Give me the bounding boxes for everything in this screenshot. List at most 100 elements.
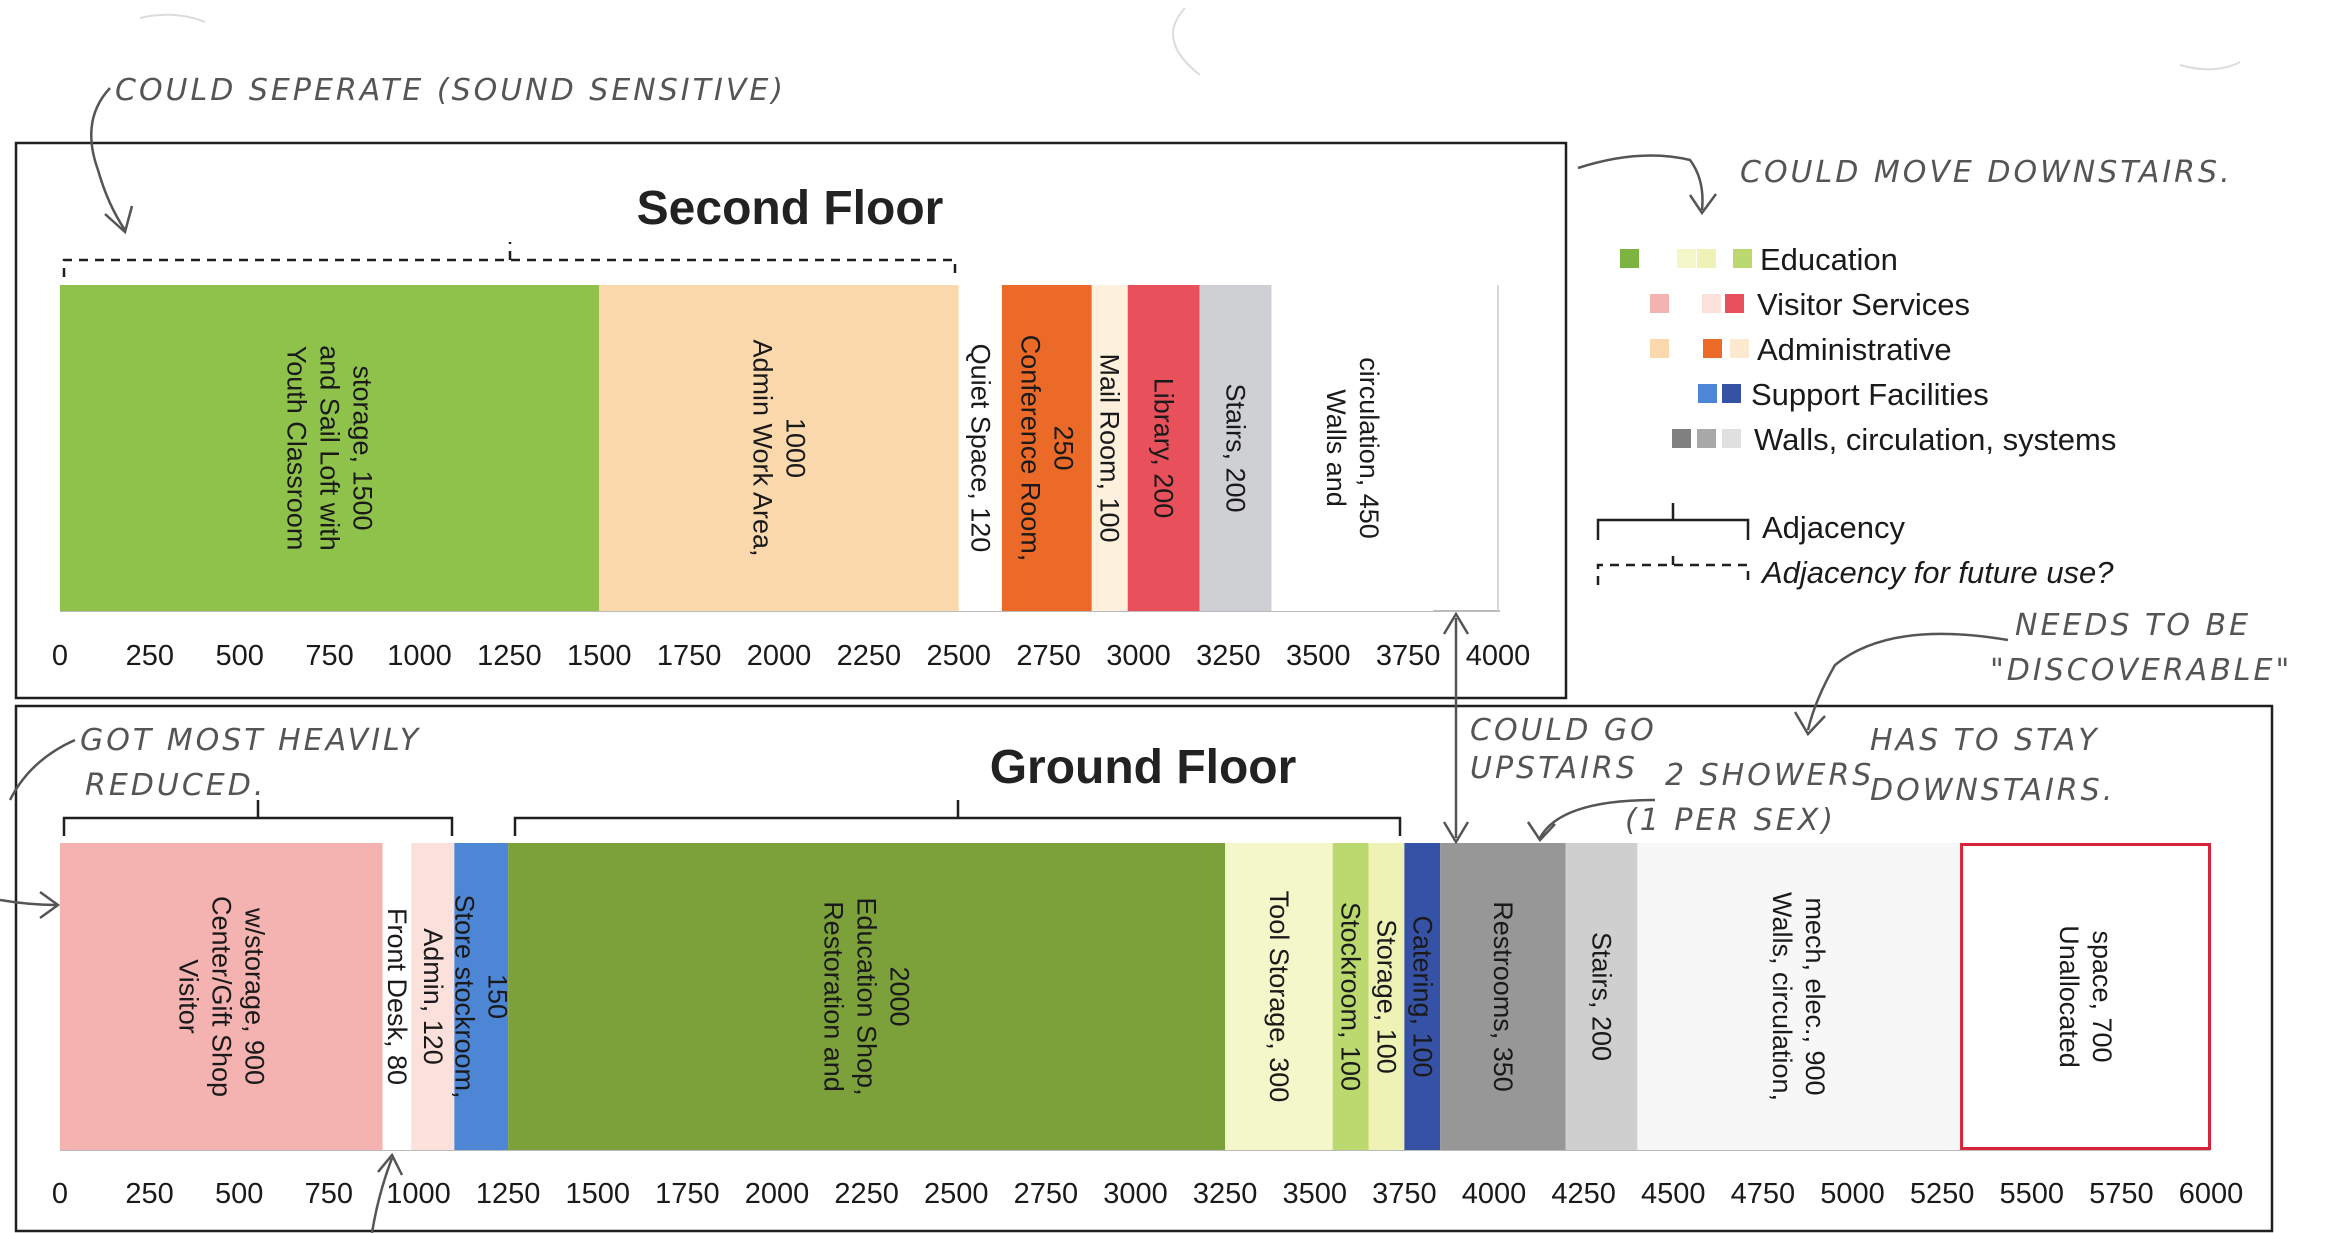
note-front-desk-arrow [370,1152,404,1233]
second-floor-tick-label: 4000 [1466,640,1531,672]
ground-floor-label-restoration-and: Restoration and Education Shop, 2000 [819,897,915,1095]
second-floor-tick-label: 500 [216,640,264,672]
second-floor-segment-walls-and [1271,285,1434,611]
second-floor-label-walls-and: Walls and circulation, 450 [1321,357,1384,539]
note-needs-discoverable-line1: NEEDS TO BE [2015,608,2251,643]
second-floor-tick-label: 3250 [1196,640,1261,672]
legend-future-adjacency-bracket [1596,550,1750,585]
second-floor-tick-label: 3750 [1376,640,1441,672]
legend-adjacency-label: Adjacency [1762,510,1906,545]
ground-floor-label-unallocated: Unallocated space, 700 [2054,925,2117,1068]
legend-support-facilities-label: Support Facilities [1751,377,1989,412]
scan-mark [139,13,206,23]
ground-floor-tick-label: 1500 [565,1178,630,1210]
ground-floor-tick-label: 500 [215,1178,263,1210]
ground-floor-tick-label: 1250 [476,1178,541,1210]
note-needs-discoverable-arrow [1793,632,2009,737]
ground-floor-frame [14,704,2274,1233]
second-floor-label-admin-work-area: Admin Work Area, 1000 [748,339,811,556]
second-floor-bars: Youth Classroom and Sail Loft with storage… [60,285,1434,611]
ground-floor-tick-label: 4250 [1551,1178,1616,1210]
second-floor-label-stairs-200: Stairs, 200 [1221,383,1251,512]
ground-floor-segment-stockroom-100 [1332,843,1369,1150]
ground-floor-tick-label: 5500 [1999,1178,2064,1210]
ground-floor-segment-tool-storage-300 [1225,843,1333,1150]
second-floor-segment-mail-room-100 [1091,285,1128,611]
note-two-showers-line1: 2 SHOWERS [1665,758,1874,793]
legend-future-adjacency-label: Adjacency for future use? [1760,555,2114,590]
note-two-showers-arrow [1526,798,1656,843]
ground-floor-label-storage-100: Storage, 100 [1371,919,1401,1074]
note-got-most-reduced-arrow [0,738,76,920]
second-floor-tick-label: 2750 [1016,640,1081,672]
ground-floor-segment-catering-100 [1404,843,1441,1150]
second-floor-tick-label: 1250 [477,640,542,672]
legend-swatch-administrative [1730,339,1749,358]
ground-floor-tick-label: 1750 [655,1178,720,1210]
legend-swatch-administrative [1703,339,1722,358]
ground-floor-segment-admin-120 [411,843,455,1150]
note-needs-discoverable-line2: "DISCOVERABLE" [1990,653,2292,688]
second-floor-tick-label: 1750 [657,640,722,672]
note-got-most-reduced-line1: GOT MOST HEAVILY [80,723,421,758]
second-floor-segment-admin-work-area [599,285,959,611]
second-floor-tick-label: 3500 [1286,640,1351,672]
ground-floor-segment-storage-100 [1368,843,1405,1150]
ground-floor-tick-label: 4000 [1462,1178,1527,1210]
scan-mark [2179,61,2241,71]
legend-swatch-visitor-services [1702,294,1721,313]
ground-floor-tick-label: 2750 [1014,1178,1079,1210]
note-got-most-reduced-line2: REDUCED. [85,768,266,803]
second-floor-tick-label: 2000 [747,640,812,672]
ground-floor-tick-label: 4500 [1641,1178,1706,1210]
ground-floor-label-front-desk-80: Front Desk, 80 [382,908,412,1085]
second-floor-future-adjacency-bracket [62,242,957,277]
note-two-showers-line2: (1 PER SEX) [1625,803,1836,838]
second-floor-ticks: 0 250 500 750 1000 1250 1500 1750 2000 2250 2500 27… [52,640,1530,672]
legend-swatch-walls [1697,429,1716,448]
ground-floor-ticks: 0 250 500 750 1000 1250 1500 1750 2000 2250 2500 27… [52,1178,2243,1210]
ground-floor-label-store-stockroom: Store stockroom, 150 [450,894,513,1098]
legend-swatch-walls [1722,429,1741,448]
second-floor-tick-label: 250 [126,640,174,672]
second-floor-tick-label: 2500 [926,640,991,672]
ground-floor-segment-walls-circulation [1637,843,1961,1150]
ground-floor-title: Ground Floor [990,741,1297,794]
note-has-to-stay-line2: DOWNSTAIRS. [1870,773,2115,808]
second-floor-label-conference-room: Conference Room, 250 [1015,335,1078,562]
ground-floor-label-admin-120: Admin, 120 [418,928,448,1065]
ground-floor-tick-label: 250 [125,1178,173,1210]
legend-swatch-walls [1672,429,1691,448]
second-floor-segment-quiet-space-120 [958,285,1002,611]
second-floor-segment-conference-room [1001,285,1092,611]
legend-swatch-education [1733,249,1752,268]
second-floor-segment-stairs-200 [1199,285,1272,611]
ground-floor-label-stockroom-100: Stockroom, 100 [1336,902,1366,1091]
ground-floor-label-visitor: Visitor Center/Gift Shop w/storage, 900 [173,896,269,1097]
ground-floor-segment-visitor [60,843,383,1150]
ground-floor-segment-front-desk-80 [382,843,412,1150]
second-floor-tick-label: 750 [305,640,353,672]
ground-floor-tick-label: 2000 [745,1178,810,1210]
legend-education-label: Education [1760,242,1898,277]
scan-mark [1172,7,1201,76]
ground-floor-label-restrooms-350: Restrooms, 350 [1488,901,1518,1092]
second-floor-frame [14,141,1568,700]
ground-floor-tick-label: 3250 [1193,1178,1258,1210]
second-floor-segment-youth-classroom [60,285,600,611]
second-floor-tick-label: 3000 [1106,640,1171,672]
ground-floor-tick-label: 5750 [2089,1178,2154,1210]
note-could-go-upstairs-line2: UPSTAIRS [1470,751,1638,786]
legend-swatch-administrative [1650,339,1669,358]
ground-floor-tick-label: 2500 [924,1178,989,1210]
second-floor-tick-label: 2250 [837,640,902,672]
ground-floor-segment-restoration-and [508,843,1226,1150]
ground-floor-tick-label: 5000 [1820,1178,1885,1210]
legend-swatch-education [1620,249,1639,268]
ground-floor-bars: Visitor Center/Gift Shop w/storage, 900 Fro… [60,843,2212,1150]
note-could-separate-arrow [90,87,134,235]
legend-adjacency-bracket [1596,503,1750,540]
ground-floor-tick-label: 0 [52,1178,68,1210]
ground-floor-tick-label: 750 [305,1178,353,1210]
